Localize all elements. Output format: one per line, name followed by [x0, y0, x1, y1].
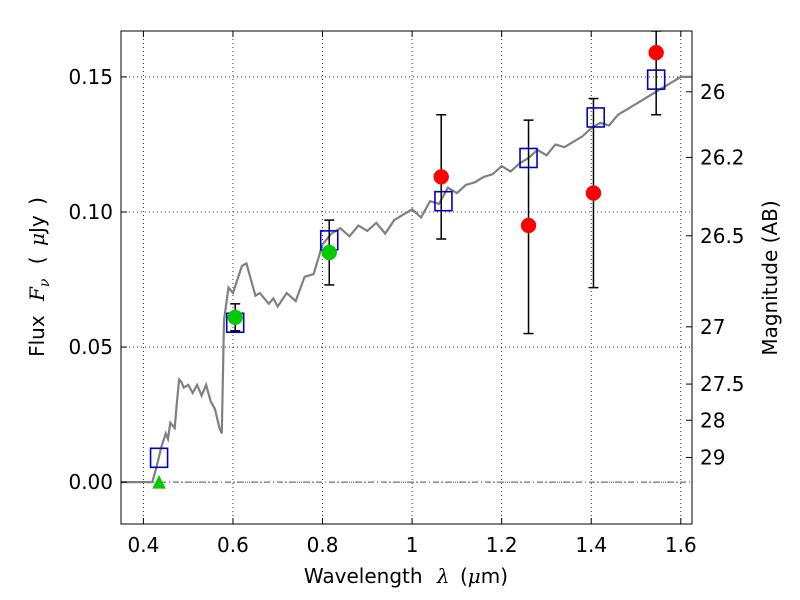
y-tick-label: 0.00: [68, 470, 113, 494]
x-tick-label: 1.4: [575, 533, 607, 557]
x-tick-label: 0.8: [307, 533, 339, 557]
y-tick-label: 0.10: [68, 200, 113, 224]
x-axis-ticks: 0.4 0.6 0.8 1 1.2 1.4 1.6: [127, 31, 697, 557]
right-axis-ticks: 26 26.2 26.5 27 27.5 28 29: [686, 80, 745, 470]
model-photometry-squares: [149, 69, 666, 469]
upper-limit-markers: [152, 475, 166, 489]
model-photometry-square: [149, 447, 169, 469]
right-tick-label: 26.5: [700, 224, 745, 248]
x-axis-label: Wavelength λ (μm): [304, 564, 508, 588]
axes-frame: [120, 30, 693, 525]
plot-area: [121, 31, 692, 484]
y-axis-label: Flux Fν ( μJy ): [25, 197, 54, 357]
y-tick-label: 0.05: [68, 335, 113, 359]
model-photometry-square: [646, 69, 666, 90]
y-tick-label: 0.15: [68, 65, 113, 89]
x-tick-label: 1.6: [665, 533, 697, 557]
right-tick-label: 27.5: [700, 372, 745, 396]
x-tick-label: 1: [406, 533, 419, 557]
red-data-point: [520, 217, 537, 234]
y-axis-ticks: 0.00 0.05 0.10 0.15: [68, 65, 127, 494]
right-tick-label: 28: [700, 408, 725, 432]
right-axis-label: Magnitude (AB): [758, 200, 782, 355]
green-data-point: [321, 244, 337, 261]
x-tick-label: 0.6: [217, 533, 249, 557]
model-photometry-square: [519, 147, 538, 169]
red-data-point: [433, 169, 449, 185]
right-tick-label: 27: [700, 315, 725, 339]
right-tick-label: 29: [700, 446, 725, 470]
model-photometry-square: [586, 107, 606, 128]
red-data-point: [648, 44, 664, 61]
right-tick-label: 26: [700, 80, 725, 104]
green-data-point: [227, 309, 243, 326]
model-photometry-square: [434, 190, 453, 212]
observed-photometry-points: [227, 44, 664, 326]
x-tick-label: 0.4: [127, 533, 159, 557]
red-data-point: [585, 185, 602, 201]
right-tick-label: 26.2: [700, 145, 745, 169]
upper-limit-triangle: [152, 475, 166, 489]
x-tick-label: 1.2: [486, 533, 518, 557]
